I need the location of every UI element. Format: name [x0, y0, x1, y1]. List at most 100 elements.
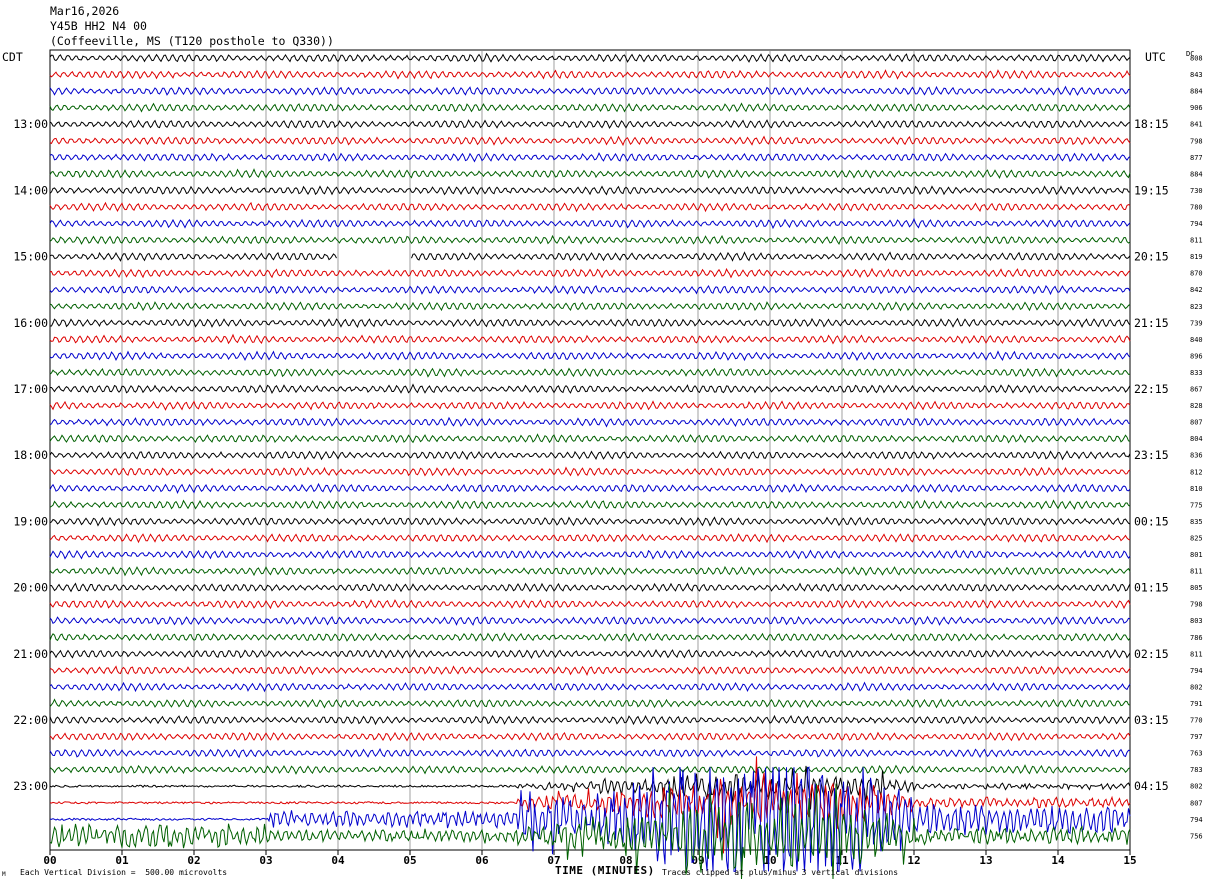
seismic-trace	[49, 681, 1131, 693]
seismic-trace	[49, 615, 1131, 626]
x-tick-label: 07	[547, 854, 560, 867]
footer-clip-note: Traces clipped at plus/minus 3 vertical …	[662, 868, 899, 877]
right-hour-label: 21:15	[1134, 316, 1169, 330]
seismic-trace	[49, 350, 1131, 362]
dc-offset-value: 798	[1190, 601, 1203, 609]
right-hour-label: 19:15	[1134, 183, 1169, 197]
dc-offset-value: 867	[1190, 386, 1203, 394]
seismic-trace	[49, 135, 1131, 147]
dc-offset-value: 811	[1190, 568, 1203, 576]
footer-marker: M	[2, 871, 6, 878]
dc-offset-value: 870	[1190, 270, 1203, 278]
seismic-trace	[49, 285, 1131, 296]
x-tick-label: 03	[259, 854, 272, 867]
plot-frame	[49, 49, 1131, 851]
dc-offset-value: 896	[1190, 352, 1203, 360]
x-tick-label: 10	[763, 854, 776, 867]
dc-offset-value: 797	[1190, 733, 1203, 741]
dc-offset-value: 802	[1190, 683, 1203, 691]
left-hour-label: 20:00	[13, 581, 48, 595]
right-hour-label: 23:15	[1134, 448, 1169, 462]
seismic-trace	[49, 516, 1131, 527]
dc-offset-value: 786	[1190, 634, 1203, 642]
x-tick-label: 13	[979, 854, 992, 867]
header-date: Mar16,2026	[50, 4, 120, 18]
dc-offset-value: 884	[1190, 88, 1203, 96]
seismic-trace	[49, 119, 1131, 130]
dc-offset-value: 730	[1190, 187, 1203, 195]
left-hour-label: 19:00	[13, 514, 48, 528]
dc-offset-value: 763	[1190, 750, 1203, 758]
right-hour-label: 02:15	[1134, 647, 1169, 661]
seismic-trace	[49, 152, 1131, 163]
seismic-trace	[49, 549, 1131, 560]
dc-offset-value: 739	[1190, 319, 1203, 327]
seismic-trace	[49, 756, 1131, 854]
dc-offset-value: 805	[1190, 584, 1203, 592]
dc-offset-value: 833	[1190, 369, 1203, 377]
x-tick-label: 06	[475, 854, 489, 867]
seismic-trace	[49, 533, 1131, 544]
seismic-trace	[49, 234, 1131, 245]
seismic-trace	[49, 582, 1131, 593]
dc-offset-value: 819	[1190, 253, 1203, 261]
seismic-trace	[49, 267, 1131, 279]
dc-offset-value: 836	[1190, 452, 1203, 460]
x-tick-label: 12	[907, 854, 920, 867]
dc-offset-value: 791	[1190, 700, 1203, 708]
seismic-trace	[49, 433, 1131, 444]
seismic-trace	[49, 565, 1131, 577]
seismic-trace	[49, 217, 1131, 230]
seismic-trace	[50, 383, 1131, 394]
dc-offset-value: 825	[1190, 534, 1203, 542]
seismic-trace	[49, 783, 1131, 880]
dc-offset-value: 835	[1190, 518, 1203, 526]
seismic-trace	[49, 632, 1131, 643]
dc-offset-value: 812	[1190, 468, 1203, 476]
seismic-trace	[49, 450, 1131, 461]
dc-offset-value: 828	[1190, 402, 1203, 410]
seismic-trace	[49, 766, 1131, 872]
seismic-trace	[49, 416, 1131, 428]
seismic-trace	[49, 698, 1131, 709]
dc-offset-value: 794	[1190, 220, 1203, 228]
x-tick-label: 08	[619, 854, 632, 867]
header-location: (Coffeeville, MS (T120 posthole to Q330)…	[50, 34, 334, 48]
seismic-trace	[49, 201, 1131, 213]
seismic-trace	[49, 367, 1131, 378]
header-station: Y45B HH2 N4 00	[50, 19, 147, 33]
left-hour-label: 23:00	[13, 779, 48, 793]
right-hour-label: 22:15	[1134, 382, 1169, 396]
right-timezone-label: UTC	[1145, 50, 1166, 64]
dc-offset-value: 808	[1190, 55, 1203, 63]
dc-offset-value: 842	[1190, 286, 1203, 294]
seismic-trace	[49, 85, 1131, 96]
x-axis-title: TIME (MINUTES)	[555, 864, 655, 877]
seismic-trace	[49, 765, 1131, 811]
dc-offset-value: 783	[1190, 766, 1203, 774]
x-tick-label: 05	[403, 854, 416, 867]
right-hour-label: 00:15	[1134, 514, 1169, 528]
dc-offset-value: 884	[1190, 170, 1203, 178]
dc-offset-value: 841	[1190, 121, 1203, 129]
x-tick-label: 00	[43, 854, 56, 867]
dc-offset-value: 794	[1190, 667, 1203, 675]
dc-offset-value: 804	[1190, 435, 1203, 443]
dc-offset-value: 807	[1190, 799, 1203, 807]
seismic-trace	[49, 731, 1131, 742]
x-tick-label: 02	[187, 854, 200, 867]
seismic-trace	[49, 599, 1131, 610]
right-hour-label: 18:15	[1134, 117, 1169, 131]
left-hour-label: 14:00	[13, 183, 48, 197]
dc-offset-header: DC	[1186, 50, 1195, 58]
dc-offset-value: 770	[1190, 717, 1203, 725]
right-hour-label: 20:15	[1134, 250, 1169, 264]
seismic-trace	[49, 714, 1131, 726]
x-tick-label: 04	[331, 854, 345, 867]
dc-offset-value: 807	[1190, 419, 1203, 427]
left-hour-label: 17:00	[13, 382, 48, 396]
dc-offset-value: 801	[1190, 551, 1203, 559]
dc-offset-value: 843	[1190, 71, 1203, 79]
dc-offset-value: 780	[1190, 203, 1203, 211]
